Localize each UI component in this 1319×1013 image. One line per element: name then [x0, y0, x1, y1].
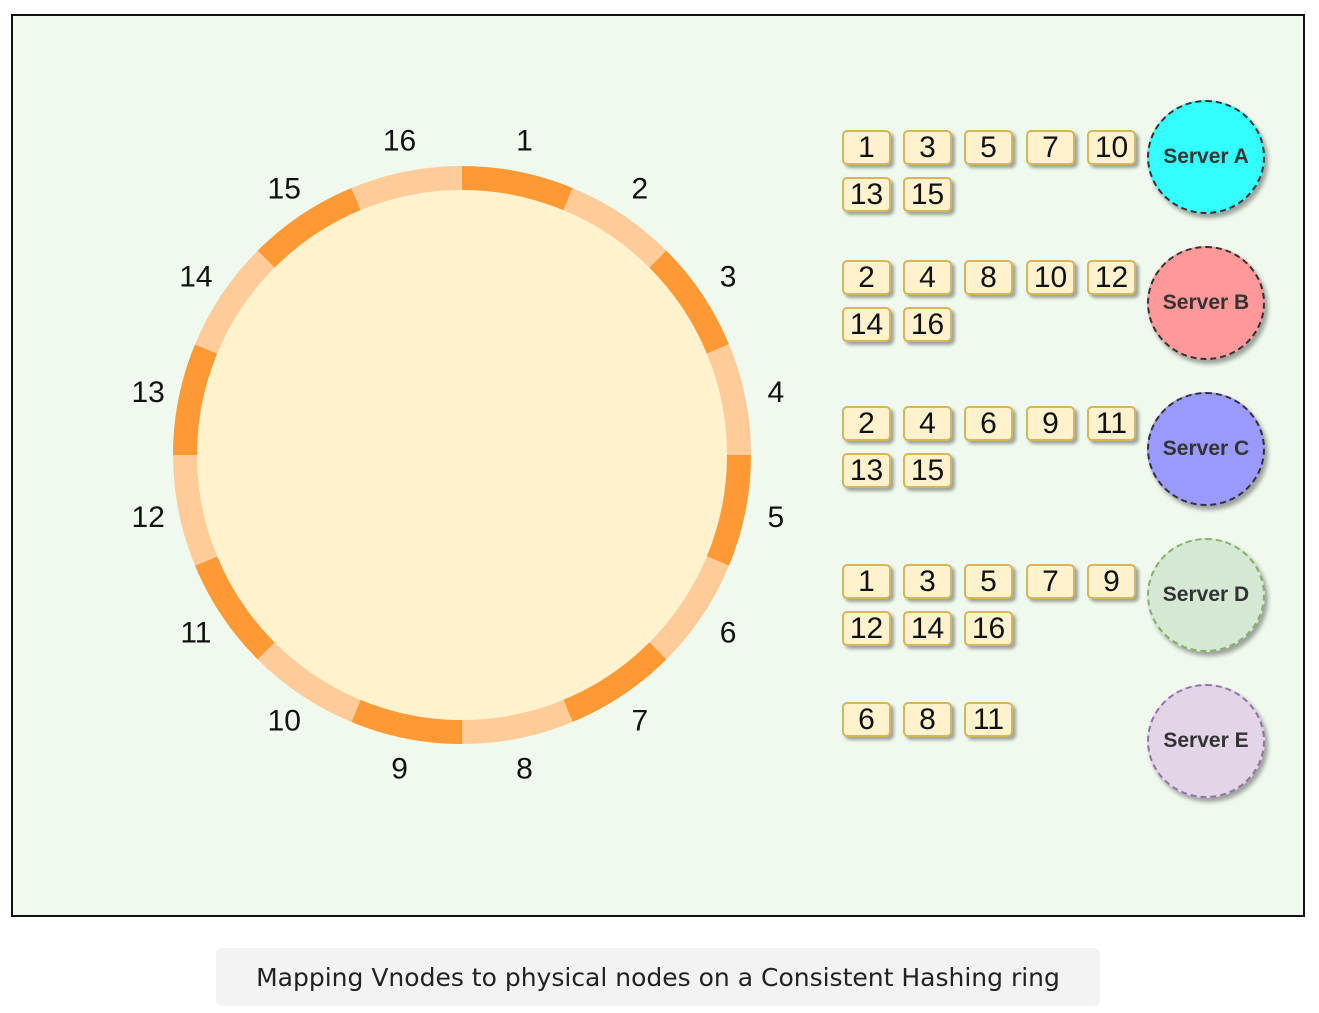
ring-label-4: 4 [768, 376, 785, 409]
ring-segment-3 [649, 250, 730, 354]
vnode-box: 5 [964, 564, 1013, 599]
vnode-box: 16 [964, 611, 1013, 646]
ring-label-5: 5 [768, 501, 785, 534]
vnode-box: 6 [842, 702, 891, 737]
server-node: Server B [1147, 246, 1265, 360]
vnode-box: 14 [842, 307, 891, 342]
server-node: Server A [1147, 100, 1265, 214]
ring-segment-7 [563, 642, 667, 723]
vnode-box: 11 [964, 702, 1013, 737]
vnode-box: 13 [842, 177, 891, 212]
ring-segment-13 [173, 344, 218, 455]
ring-label-14: 14 [179, 261, 212, 294]
ring-label-10: 10 [268, 705, 301, 738]
ring-center [197, 190, 727, 720]
ring-segment-10 [257, 642, 361, 723]
vnode-box: 6 [964, 406, 1013, 441]
ring-label-2: 2 [631, 172, 648, 205]
vnode-box: 15 [903, 177, 952, 212]
ring-segment-1 [462, 166, 573, 211]
server-node: Server E [1147, 684, 1265, 798]
ring-segment-4 [706, 344, 751, 455]
ring-segment-12 [173, 455, 218, 566]
vnode-box: 7 [1026, 130, 1075, 165]
vnode-box: 10 [1026, 260, 1075, 295]
server-node: Server C [1147, 392, 1265, 506]
ring-segment-15 [257, 187, 361, 268]
ring-label-9: 9 [391, 752, 408, 785]
ring-label-1: 1 [516, 125, 533, 158]
vnode-box: 14 [903, 611, 952, 646]
vnode-box: 3 [903, 564, 952, 599]
vnode-box: 8 [903, 702, 952, 737]
vnode-box: 9 [1026, 406, 1075, 441]
vnode-box: 13 [842, 453, 891, 488]
vnode-box: 4 [903, 260, 952, 295]
vnode-box: 15 [903, 453, 952, 488]
ring-segment-8 [462, 699, 573, 744]
ring-segment-6 [649, 556, 730, 660]
ring-label-13: 13 [131, 376, 164, 409]
server-node: Server D [1147, 538, 1265, 652]
ring-label-15: 15 [268, 172, 301, 205]
ring-label-8: 8 [516, 752, 533, 785]
vnode-box: 16 [903, 307, 952, 342]
vnode-box: 1 [842, 564, 891, 599]
vnode-box: 5 [964, 130, 1013, 165]
ring-segment-16 [351, 166, 462, 211]
ring-label-3: 3 [720, 261, 737, 294]
ring-segment-2 [563, 187, 667, 268]
ring-label-16: 16 [383, 125, 416, 158]
ring-segment-9 [351, 699, 462, 744]
ring-label-7: 7 [631, 705, 648, 738]
ring-segment-11 [194, 556, 275, 660]
vnode-box: 8 [964, 260, 1013, 295]
ring-label-11: 11 [180, 616, 211, 649]
ring-segment-14 [194, 250, 275, 354]
vnode-box: 11 [1087, 406, 1136, 441]
ring-label-6: 6 [720, 616, 737, 649]
vnode-box: 3 [903, 130, 952, 165]
vnode-box: 9 [1087, 564, 1136, 599]
figure-caption: Mapping Vnodes to physical nodes on a Co… [216, 948, 1100, 1006]
vnode-box: 12 [1087, 260, 1136, 295]
vnode-box: 2 [842, 260, 891, 295]
vnode-box: 4 [903, 406, 952, 441]
ring-segment-5 [706, 455, 751, 566]
vnode-box: 2 [842, 406, 891, 441]
ring-label-12: 12 [131, 501, 164, 534]
vnode-box: 1 [842, 130, 891, 165]
vnode-box: 12 [842, 611, 891, 646]
vnode-box: 10 [1087, 130, 1136, 165]
diagram-frame: 1 2 3 4 5 6 7 8 9 10 11 12 13 14 15 16 1 3 5 7 10 13 15 Server… [11, 14, 1305, 917]
vnode-box: 7 [1026, 564, 1075, 599]
